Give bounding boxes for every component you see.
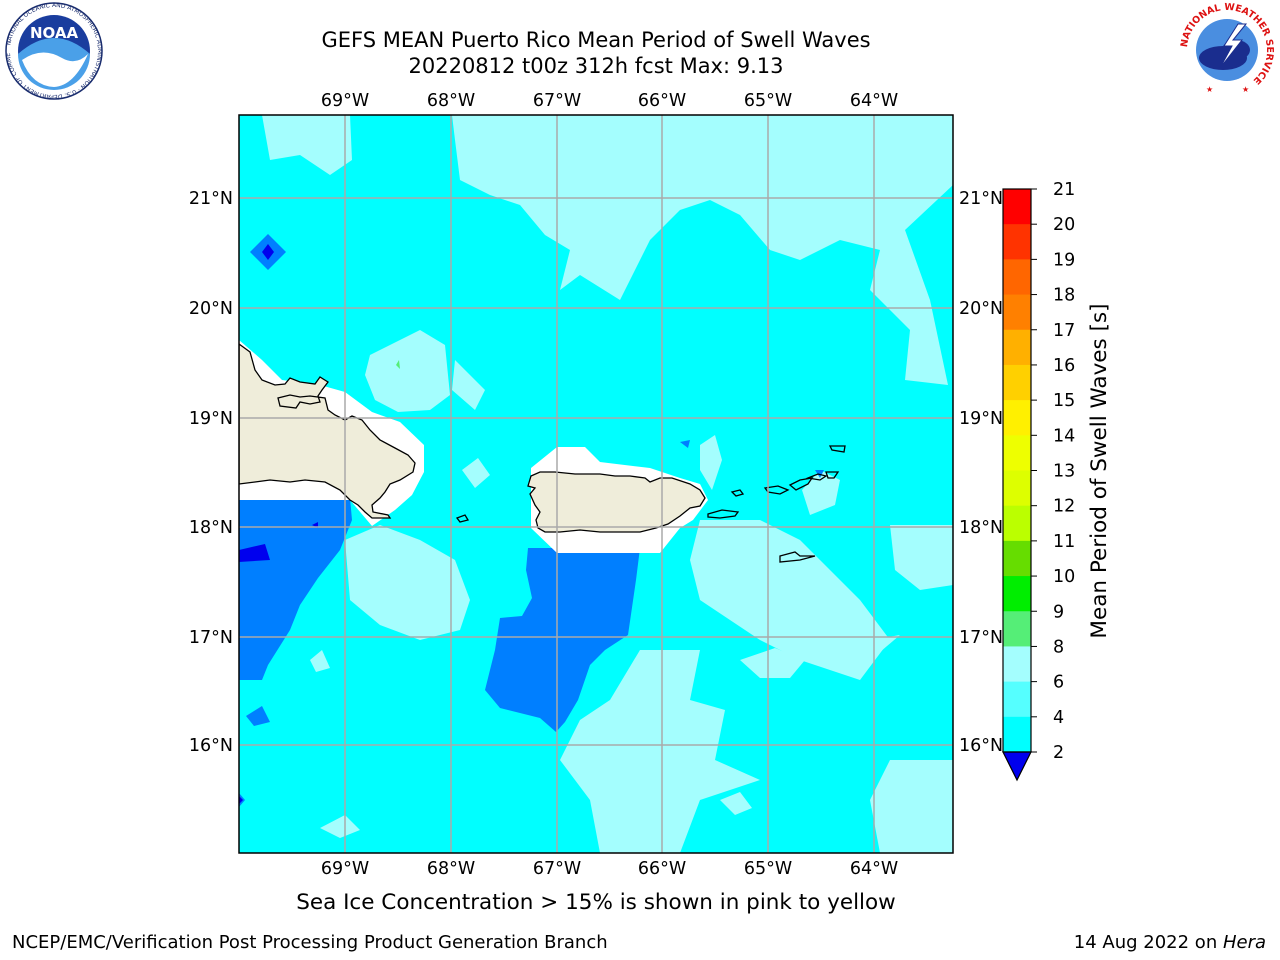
- colorbar-segment: [1003, 540, 1031, 577]
- colorbar-tick-label: 18: [1053, 286, 1075, 306]
- lon-labels-top: 69°W 68°W 67°W 66°W 65°W 64°W: [321, 91, 898, 111]
- swell-4-6-contours: [239, 234, 824, 807]
- lon-label: 68°W: [427, 859, 475, 879]
- colorbar-segment: [1003, 470, 1031, 507]
- coastal-mask: [239, 340, 708, 553]
- colorbar-segment: [1003, 576, 1031, 612]
- colorbar-tick-label: 6: [1053, 673, 1064, 693]
- colorbar-tick-label: 4: [1053, 708, 1064, 728]
- colorbar-segment: [1003, 435, 1031, 471]
- colorbar-extend-arrow: [1002, 751, 1032, 782]
- lon-label: 66°W: [638, 91, 686, 111]
- lat-label: 16°N: [189, 736, 233, 756]
- chart-title: GEFS MEAN Puerto Rico Mean Period of Swe…: [321, 28, 871, 52]
- lon-labels-bottom: 69°W 68°W 67°W 66°W 65°W 64°W: [321, 859, 898, 879]
- lat-label: 21°N: [959, 189, 1003, 209]
- noaa-logo-text: NOAA: [30, 24, 79, 42]
- colorbar-tick-label: 11: [1053, 532, 1075, 552]
- colorbar-ticks: 21 20 19 18 17 16 15 14 13 12 11 10 9 8 6 4 2: [1031, 180, 1075, 763]
- lat-label: 20°N: [959, 299, 1003, 319]
- lon-label: 64°W: [850, 859, 898, 879]
- lat-label: 21°N: [189, 189, 233, 209]
- colorbar-segment: [1003, 259, 1031, 296]
- colorbar-segment: [1003, 329, 1031, 366]
- footer-date: 14 Aug 2022 on: [1073, 932, 1223, 953]
- colorbar-segment: [1003, 681, 1031, 718]
- lon-label: 64°W: [850, 91, 898, 111]
- colorbar-segment: [1003, 505, 1031, 542]
- colorbar-frame: [1002, 188, 1032, 753]
- footer-machine: Hera: [1222, 932, 1266, 953]
- lon-label: 66°W: [638, 859, 686, 879]
- lat-label: 20°N: [189, 299, 233, 319]
- ocean-field: [239, 115, 953, 853]
- lat-label: 18°N: [959, 518, 1003, 538]
- lat-label: 18°N: [189, 518, 233, 538]
- lat-label: 17°N: [959, 628, 1003, 648]
- colorbar-segment: [1003, 189, 1031, 225]
- colorbar-segment: [1003, 364, 1031, 401]
- colorbar-segment: [1003, 646, 1031, 683]
- colorbar-segment: [1003, 224, 1031, 260]
- nws-logo: NATIONAL WEATHER SERVICE ★ ★: [1176, 2, 1278, 98]
- swell-8-9-contours: [262, 115, 953, 853]
- chart-subtitle: 20220812 t00z 312h fcst Max: 9.13: [408, 54, 784, 78]
- colorbar-segment: [1003, 611, 1031, 647]
- lon-label: 67°W: [533, 859, 581, 879]
- colorbar-tick-label: 9: [1053, 602, 1064, 622]
- colorbar-tick-label: 17: [1053, 321, 1075, 341]
- hispaniola-land: [239, 343, 416, 519]
- lat-labels-right: 21°N 20°N 19°N 18°N 17°N 16°N: [959, 189, 1003, 756]
- colorbar-segment: [1003, 294, 1031, 331]
- colorbar-tick-label: 14: [1053, 426, 1075, 446]
- colorbar-tick-label: 10: [1053, 567, 1075, 587]
- lon-label: 68°W: [427, 91, 475, 111]
- lon-label: 69°W: [321, 859, 369, 879]
- lat-label: 16°N: [959, 736, 1003, 756]
- map-plot-area: [239, 115, 953, 853]
- lat-label: 19°N: [959, 409, 1003, 429]
- colorbar-title: Mean Period of Swell Waves [s]: [1087, 303, 1112, 638]
- colorbar-tick-label: 15: [1053, 391, 1075, 411]
- lat-labels-left: 21°N 20°N 19°N 18°N 17°N 16°N: [189, 189, 233, 756]
- colorbar-segments: [1003, 189, 1031, 753]
- footer-branch-text: NCEP/EMC/Verification Post Processing Pr…: [12, 932, 608, 953]
- puerto-rico-land: [527, 471, 706, 533]
- colorbar-tick-label: 12: [1053, 497, 1075, 517]
- colorbar-tick-label: 13: [1053, 462, 1075, 482]
- lat-label: 17°N: [189, 628, 233, 648]
- colorbar-tick-label: 2: [1053, 743, 1064, 763]
- sea-ice-caption: Sea Ice Concentration > 15% is shown in …: [296, 890, 896, 915]
- svg-text:★: ★: [1206, 85, 1213, 94]
- map-frame: [238, 114, 954, 854]
- footer-date-text: 14 Aug 2022 on Hera: [1074, 932, 1266, 953]
- lat-label: 19°N: [189, 409, 233, 429]
- colorbar-tick-label: 20: [1053, 215, 1075, 235]
- svg-text:★: ★: [1242, 85, 1249, 94]
- colorbar-segment: [1003, 400, 1031, 436]
- lon-label: 65°W: [744, 91, 792, 111]
- colorbar-tick-label: 21: [1053, 180, 1075, 200]
- colorbar-tick-label: 19: [1053, 250, 1075, 270]
- swell-2-4-contours: [239, 244, 318, 804]
- noaa-logo: NATIONAL OCEANIC AND ATMOSPHERIC ADMINIS…: [0, 0, 106, 100]
- colorbar-tick-label: 8: [1053, 637, 1064, 657]
- colorbar-segment: [1003, 716, 1031, 753]
- lon-label: 69°W: [321, 91, 369, 111]
- map-grid: [239, 115, 953, 853]
- lon-label: 65°W: [744, 859, 792, 879]
- swell-9-10-contour: [396, 360, 400, 369]
- lon-label: 67°W: [533, 91, 581, 111]
- colorbar-tick-label: 16: [1053, 356, 1075, 376]
- virgin-islands: [455, 445, 846, 563]
